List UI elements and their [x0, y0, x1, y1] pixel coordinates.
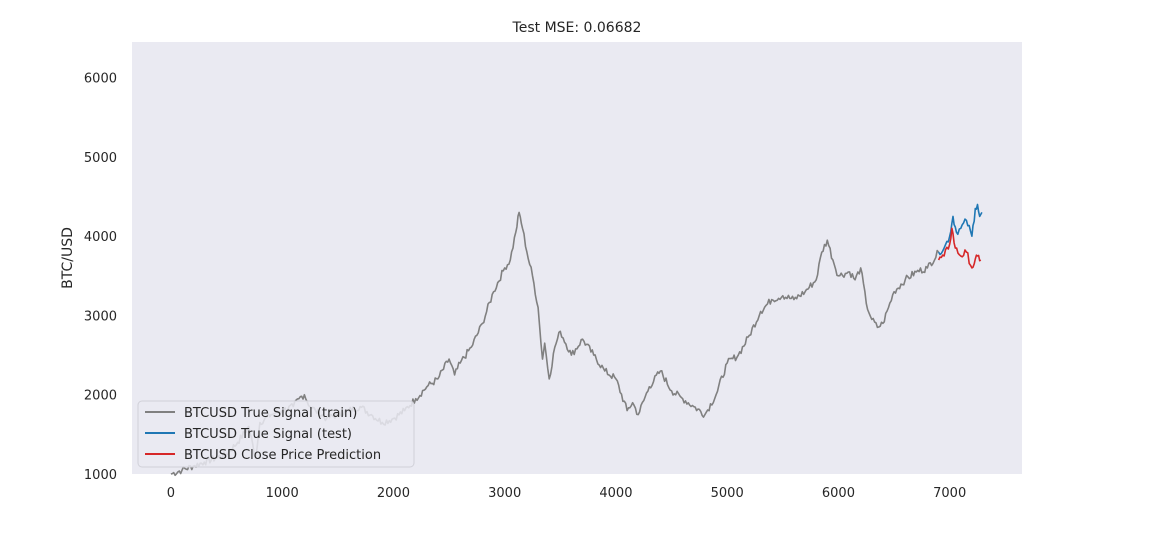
series-line-2: [937, 227, 982, 269]
x-tick-label: 1000: [266, 486, 299, 501]
x-tick-label: 2000: [377, 486, 410, 501]
x-tick-label: 0: [167, 486, 175, 501]
y-tick-label: 2000: [84, 389, 117, 404]
y-tick-label: 3000: [84, 309, 117, 324]
x-tick-label: 5000: [711, 486, 744, 501]
y-axis-label: BTC/USD: [60, 227, 76, 289]
series-line-1: [937, 203, 983, 256]
legend-label: BTCUSD Close Price Prediction: [184, 448, 381, 463]
y-tick-label: 4000: [84, 230, 117, 245]
y-tick-label: 1000: [84, 468, 117, 483]
legend: BTCUSD True Signal (train) BTCUSD True Si…: [137, 400, 415, 468]
x-tick-label: 6000: [822, 486, 855, 501]
legend-label: BTCUSD True Signal (train): [184, 406, 357, 421]
axis-ticks: 0 1000 2000 3000 4000 5000 6000 7000 1000 2000 300…: [84, 72, 966, 501]
x-tick-label: 7000: [933, 486, 966, 501]
y-tick-label: 5000: [84, 151, 117, 166]
series-lines: [170, 203, 983, 477]
legend-box: [137, 400, 415, 468]
x-tick-label: 4000: [599, 486, 632, 501]
y-tick-label: 6000: [84, 72, 117, 87]
legend-label: BTCUSD True Signal (test): [184, 427, 352, 442]
x-tick-label: 3000: [488, 486, 521, 501]
series-line-0: [170, 211, 940, 477]
chart-title: Test MSE: 0.06682: [512, 20, 642, 36]
